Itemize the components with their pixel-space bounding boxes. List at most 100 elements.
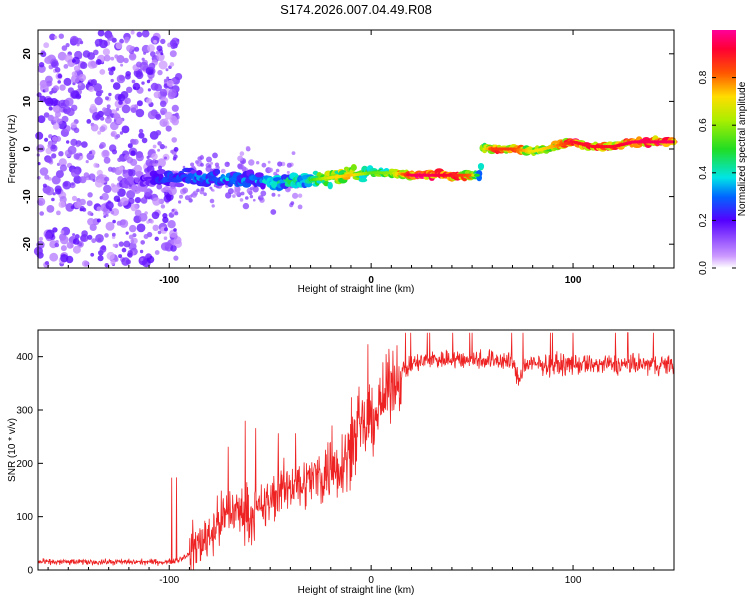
colorbar-gradient [712,30,736,268]
noise-speckle [178,200,182,204]
noise-speckle [249,186,254,191]
noise-speckle [61,45,68,51]
noise-speckle [121,104,131,114]
noise-speckle [134,209,142,217]
noise-speckle [147,110,157,120]
noise-speckle [140,240,145,245]
noise-speckle [60,245,67,252]
noise-speckle [182,187,189,194]
noise-speckle [51,136,58,142]
noise-speckle [82,207,87,212]
noise-speckle [39,167,49,176]
noise-speckle [87,192,93,198]
noise-speckle [48,134,53,139]
noise-speckle [57,73,63,79]
noise-speckle [141,29,150,38]
noise-speckle [127,143,133,149]
ridge-blob [174,182,185,188]
noise-speckle [168,88,178,98]
noise-speckle [79,208,83,212]
noise-speckle [111,232,116,237]
noise-speckle [71,74,80,84]
noise-speckle [135,108,145,118]
noise-speckle [54,242,60,248]
noise-speckle [87,52,95,60]
noise-speckle [104,233,109,238]
noise-speckle [165,125,172,132]
noise-speckle [166,79,174,88]
noise-speckle [79,176,87,184]
noise-speckle [55,240,59,244]
noise-speckle [237,163,243,169]
noise-speckle [38,61,45,68]
noise-speckle [53,35,58,39]
noise-speckle [290,201,295,206]
noise-speckle [108,70,114,76]
noise-speckle [159,144,165,150]
snr-frame [37,329,675,571]
noise-speckle [80,61,88,69]
noise-speckle [66,140,70,144]
x-tick-label: -100 [159,575,179,586]
noise-speckle [99,126,106,133]
noise-speckle [87,234,93,240]
noise-speckle [160,188,164,192]
noise-speckle [267,160,271,164]
noise-speckle [110,121,119,131]
noise-speckle [211,204,215,208]
noise-speckle [157,69,163,76]
noise-speckle [116,220,122,226]
noise-speckle [106,34,114,41]
spectrogram-x-axis-label: Height of straight line (km) [298,284,415,295]
noise-speckle [67,145,77,155]
noise-speckle [102,48,110,56]
ridge-blob [327,181,333,190]
noise-speckle [71,59,76,63]
noise-speckle [42,79,46,83]
noise-speckle [210,161,213,165]
ridge-blob [350,164,357,171]
noise-speckle [170,149,174,154]
noise-speckle [72,245,81,254]
noise-speckle [156,45,163,52]
noise-speckle [146,79,151,84]
noise-speckle [166,76,170,80]
noise-speckle [158,165,162,170]
noise-speckle [88,173,96,181]
noise-speckle [110,56,115,61]
noise-speckle [160,204,166,209]
y-tick-label: 100 [16,512,33,523]
noise-speckle [63,77,72,86]
noise-speckle [117,188,126,197]
noise-speckle [37,64,46,73]
noise-speckle [147,44,155,53]
noise-speckle [54,67,61,73]
noise-speckle [52,116,60,123]
noise-speckle [253,198,256,202]
noise-speckle [164,156,167,160]
noise-speckle [157,230,162,235]
noise-speckle [87,211,92,216]
noise-speckle [70,205,75,209]
colorbar-label: Normalized spectral amplitude [737,81,748,216]
noise-speckle [58,201,66,208]
noise-speckle [171,104,179,112]
noise-speckle [190,162,195,167]
noise-speckle [182,165,186,169]
snr-panel: -100 0 100 0 100 200 300 400 Height of straight… [7,329,675,596]
noise-speckle [92,112,101,121]
noise-speckle [141,57,145,61]
noise-speckle [220,168,226,174]
noise-speckle [128,169,136,177]
noise-speckle [76,144,80,148]
noise-speckle [151,153,158,160]
noise-speckle [81,230,88,237]
noise-speckle [86,119,92,124]
noise-speckle [45,97,54,107]
noise-speckle [146,253,151,258]
noise-speckle [126,86,133,94]
noise-speckle [233,188,241,195]
noise-speckle [200,154,204,158]
noise-speckle [169,62,175,67]
